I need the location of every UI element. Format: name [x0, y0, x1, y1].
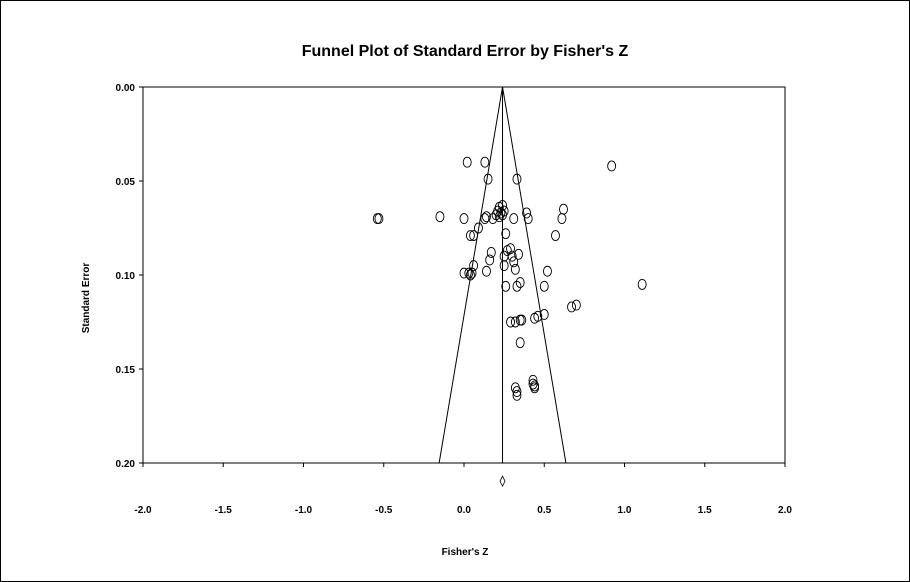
y-axis: 0.00 0.05 0.10 0.15 0.20 [116, 83, 143, 470]
data-point [637, 278, 647, 290]
data-point [530, 312, 540, 324]
data-point [501, 228, 511, 240]
funnel-lines [438, 86, 567, 488]
data-point [512, 280, 522, 292]
data-point [515, 337, 525, 349]
data-point [539, 280, 549, 292]
data-point [482, 211, 491, 223]
data-point [523, 213, 533, 225]
data-point [488, 213, 498, 225]
y-tick-label: 0.20 [116, 459, 136, 470]
data-point [512, 173, 522, 185]
data-point [514, 248, 524, 260]
data-point [435, 211, 445, 223]
funnel-right-line [502, 86, 567, 464]
y-tick-label: 0.05 [116, 177, 136, 188]
chart-title: Funnel Plot of Standard Error by Fisher'… [302, 43, 629, 60]
data-point [480, 156, 490, 168]
data-point [469, 260, 479, 272]
data-point [509, 256, 519, 268]
x-tick-label: -0.5 [375, 505, 393, 516]
data-point [499, 260, 509, 272]
data-point [522, 207, 532, 219]
data-point [509, 213, 519, 225]
data-point [501, 280, 511, 292]
data-point [539, 309, 549, 320]
data-point [512, 389, 522, 401]
data-point [506, 316, 515, 328]
data-point [551, 230, 560, 241]
plot-area [142, 86, 786, 464]
y-axis-label: Standard Error [81, 263, 92, 334]
data-point [459, 213, 469, 225]
x-axis: -2.0 -1.5 -1.0 -0.5 0.0 0.5 1.0 1.5 2.0 [134, 463, 792, 516]
data-point [483, 173, 493, 185]
data-points [372, 156, 647, 401]
data-point [510, 263, 520, 275]
data-point [559, 203, 568, 215]
data-point [515, 277, 525, 288]
data-point [499, 250, 509, 262]
data-point [557, 213, 567, 225]
x-tick-label: 2.0 [778, 505, 792, 516]
x-tick-label: -1.0 [295, 505, 313, 516]
data-point [465, 230, 475, 241]
data-point [473, 222, 483, 234]
data-point [465, 269, 475, 281]
x-tick-label: -2.0 [134, 505, 152, 516]
data-point [507, 250, 517, 262]
x-tick-label: 0.5 [537, 505, 551, 516]
data-point [528, 374, 538, 386]
data-point [462, 156, 472, 168]
data-point [467, 267, 477, 279]
data-point [374, 213, 384, 225]
x-tick-label: 1.5 [698, 505, 712, 516]
x-tick-label: 0.0 [457, 505, 471, 516]
y-tick-label: 0.15 [116, 365, 136, 376]
x-axis-label: Fisher's Z [442, 547, 489, 558]
y-tick-label: 0.00 [116, 83, 136, 94]
data-point [494, 211, 504, 223]
data-point [512, 386, 522, 398]
data-point [486, 246, 496, 258]
data-point [469, 230, 479, 241]
data-point [502, 245, 512, 257]
data-point [464, 267, 474, 279]
x-tick-label: -1.5 [215, 505, 233, 516]
data-point [567, 301, 576, 313]
data-point [485, 254, 495, 266]
data-point [543, 265, 552, 277]
y-tick-label: 0.10 [116, 271, 136, 282]
summary-diamond [499, 475, 506, 488]
data-point [607, 160, 617, 172]
data-point [517, 314, 527, 326]
funnel-left-line [438, 86, 504, 464]
data-point [510, 316, 520, 328]
data-point [571, 299, 581, 311]
data-point [482, 265, 491, 277]
data-point [530, 382, 540, 394]
data-point [480, 213, 490, 225]
x-tick-label: 1.0 [618, 505, 632, 516]
